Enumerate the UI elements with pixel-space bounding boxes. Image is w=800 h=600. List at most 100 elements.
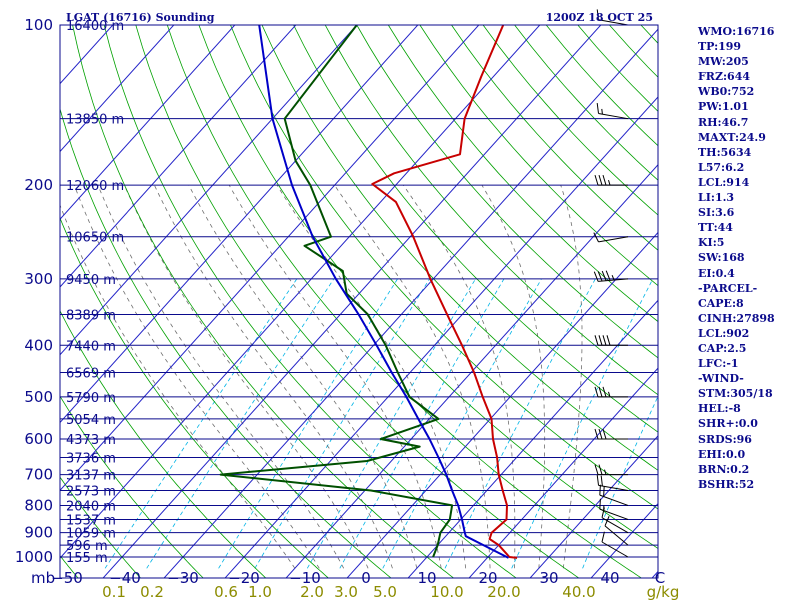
isotherm-line: [102, 25, 602, 578]
wind-barb-staff: [598, 19, 629, 26]
station-title: LGAT (16716) Sounding: [66, 11, 215, 24]
temperature-tick-label: 0: [361, 569, 371, 587]
wind-barb-staff: [598, 278, 629, 282]
isotherm-line: [0, 0, 37, 579]
pressure-tick-label: 300: [24, 270, 53, 288]
pressure-tick-label: 900: [24, 524, 53, 542]
wind-barb: [593, 270, 629, 282]
dry-adiabat-line: [387, 25, 658, 323]
dewpoint-line: [219, 25, 454, 558]
dry-adiabats: [60, 25, 658, 578]
moist-adiabats: [60, 184, 583, 569]
mixing-ratio-line: [511, 278, 654, 569]
index-item: TT:44: [698, 221, 733, 235]
index-item: MW:205: [698, 55, 749, 69]
isotherm-line: [285, 164, 658, 578]
index-item: CAP:2.5: [698, 341, 747, 355]
wind-barb-feather: [605, 270, 611, 281]
mixing-ratio-label: 0.6: [214, 583, 238, 600]
pressure-unit-label: mb: [31, 569, 55, 587]
isotherm-line: [224, 96, 658, 578]
wind-barb-half-feather: [604, 469, 607, 475]
dry-adiabat-line: [135, 25, 580, 578]
moist-adiabat-line: [334, 184, 491, 569]
height-label: 1059 m: [66, 527, 116, 542]
isotherm-line: [60, 25, 114, 85]
mixing-ratio-line: [254, 278, 430, 569]
wind-barb-feather: [601, 270, 607, 281]
pressure-tick-label: 1000: [15, 548, 53, 566]
moist-adiabat-line: [188, 184, 418, 569]
wind-barb-half-feather: [608, 180, 611, 186]
wind-barb-feather: [598, 428, 603, 440]
index-item: BRN:0.2: [698, 462, 750, 476]
mixing-ratio-unit-label: g/kg: [647, 583, 680, 600]
index-item: BSHR:52: [698, 477, 755, 491]
sounding-series: [219, 25, 518, 559]
wind-barb: [599, 484, 629, 506]
isotherm-line: [60, 25, 358, 356]
wind-barb-feather: [596, 103, 599, 114]
mixing-ratio-line: [444, 278, 596, 569]
isobars: [60, 25, 658, 558]
isotherm-line: [60, 25, 480, 492]
wind-barb: [594, 175, 628, 186]
mixing-ratio-line: [306, 278, 476, 569]
mixing-ratio-label: 2.0: [300, 583, 324, 600]
pressure-tick-label: 200: [24, 176, 53, 194]
dry-adiabat-line: [60, 309, 267, 578]
dry-adiabat-line: [451, 25, 658, 251]
wind-barb-feather: [603, 486, 605, 497]
pressure-tick-label: 600: [24, 430, 53, 448]
mixing-ratio-label: 0.1: [102, 583, 126, 600]
pressure-tick-label: 100: [24, 16, 53, 34]
dry-adiabat-line: [230, 25, 658, 510]
height-label: 5054 m: [66, 413, 116, 428]
wind-barb: [601, 531, 629, 558]
height-label: 16400 m: [66, 19, 124, 34]
temperature-tick-label: −20: [228, 569, 260, 587]
isotherm-line: [468, 367, 658, 578]
dry-adiabat-line: [60, 395, 204, 578]
wind-barb-feather: [601, 531, 605, 543]
temperature-tick-label: 40: [600, 569, 619, 587]
temperature-unit-label: C: [655, 569, 665, 587]
moist-adiabat-line: [97, 184, 345, 569]
wind-barb: [594, 335, 628, 346]
moist-adiabat-line: [60, 204, 296, 569]
wind-barb-staff: [604, 525, 629, 546]
temperature-tick-label: −40: [109, 569, 141, 587]
mixing-ratio-label: 3.0: [334, 583, 358, 600]
wind-barb-feather: [602, 428, 607, 440]
wind-barb-feather: [600, 475, 603, 487]
wind-barb-half-feather: [611, 275, 615, 281]
wind-barb-staff: [598, 112, 629, 120]
mixing-ratio-line: [582, 395, 658, 569]
wind-barb-staff: [598, 236, 629, 243]
height-label: 155 m: [66, 551, 108, 566]
temperature-tick-label: −50: [51, 569, 83, 587]
isotherm-line: [60, 25, 419, 424]
index-item: CAPE:8: [698, 296, 744, 310]
height-label: 596 m: [66, 539, 108, 554]
wind-barb-feather: [596, 474, 599, 486]
index-item: MAXT:24.9: [698, 130, 766, 144]
wind-barb: [596, 103, 629, 120]
index-item: PW:1.01: [698, 100, 749, 114]
mixing-ratio-line: [104, 278, 298, 569]
sounding-time: 1200Z 18 OCT 25: [546, 11, 653, 24]
wind-barb: [594, 386, 628, 398]
index-item: -WIND-: [698, 372, 744, 386]
index-item: TP:199: [698, 40, 742, 54]
wind-barb: [596, 474, 629, 492]
wind-barb-feather: [598, 464, 603, 475]
pressure-tick-label: 400: [24, 336, 53, 354]
moist-adiabat-line: [73, 184, 320, 569]
index-item: SW:168: [698, 251, 745, 265]
index-item: WB0:752: [698, 85, 755, 99]
wind-barb-feather: [594, 428, 599, 440]
mixing-ratio-line: [339, 278, 505, 569]
wind-barb-staff: [601, 541, 629, 558]
height-label: 9450 m: [66, 273, 116, 288]
